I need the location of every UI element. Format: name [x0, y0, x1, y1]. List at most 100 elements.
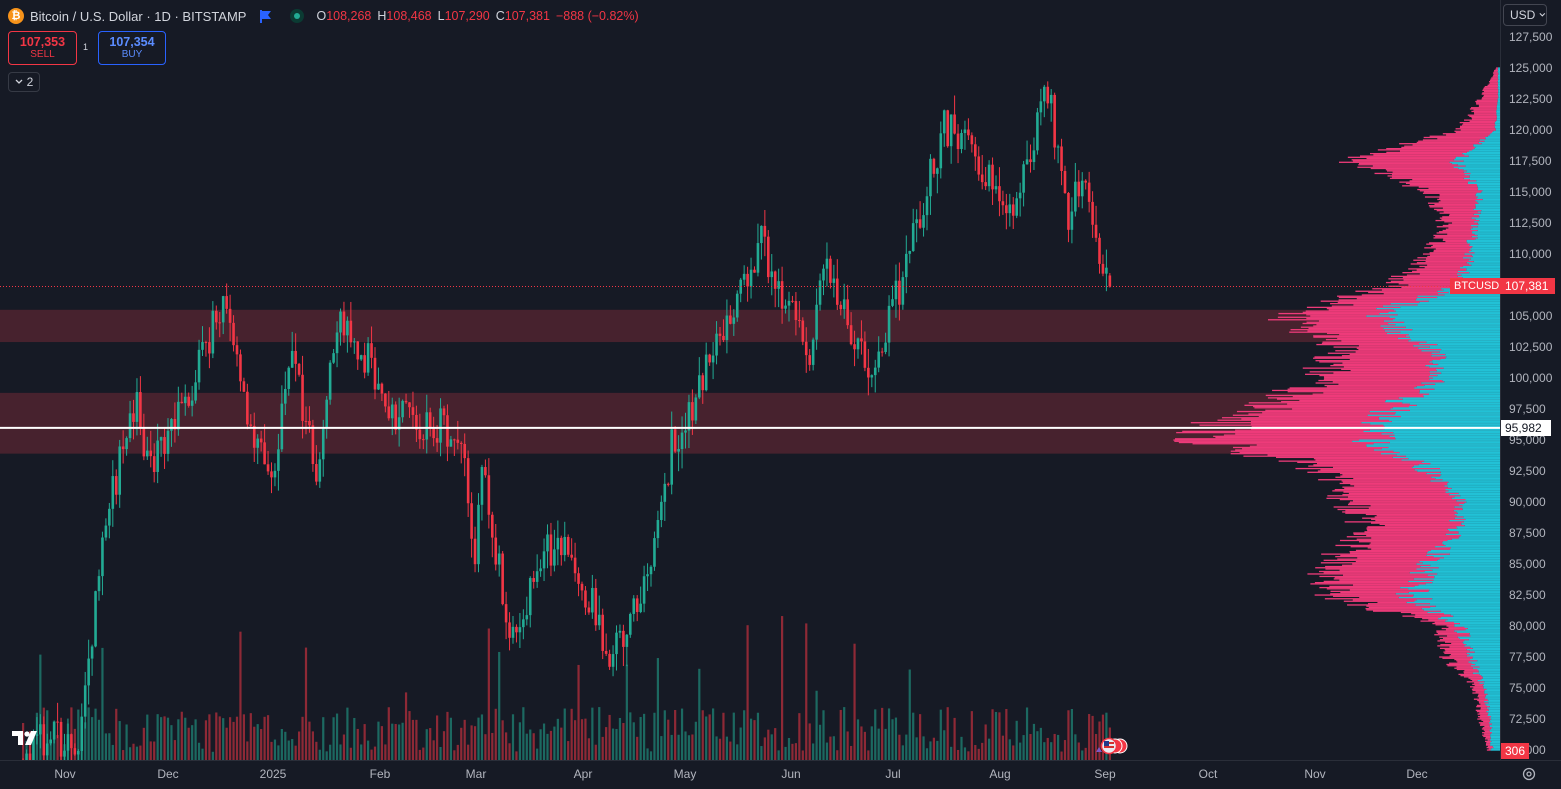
volume-bar [94, 708, 97, 760]
candle-body [1108, 275, 1112, 287]
volume-bar [763, 737, 766, 760]
profile-bar-up [1392, 456, 1500, 459]
profile-bar-up [1369, 429, 1500, 431]
profile-bar-down [1481, 719, 1490, 721]
profile-bar-down [1386, 148, 1475, 150]
volume-bar [701, 710, 704, 760]
profile-bar-down [1309, 371, 1430, 373]
profile-bar-up [1435, 368, 1500, 371]
volume-bar [422, 747, 425, 760]
profile-bar-down [1340, 475, 1441, 477]
candle-body [701, 375, 705, 391]
profile-bar-up [1395, 317, 1500, 320]
volume-bar [981, 742, 984, 760]
candle-body [618, 630, 622, 633]
profile-bar-down [1388, 278, 1466, 280]
volume-bar [881, 707, 884, 760]
candle-body [218, 322, 222, 324]
volume-bar [1060, 751, 1063, 760]
profile-bar-up [1456, 500, 1500, 502]
profile-bar-down [1355, 290, 1438, 292]
indicators-toggle-button[interactable]: 2 [8, 72, 40, 92]
candle-body [649, 566, 653, 575]
volume-bar [967, 751, 970, 760]
candle-body [877, 351, 880, 368]
profile-bar-up [1445, 620, 1500, 622]
profile-bar-down [1434, 203, 1476, 206]
profile-bar-down [1289, 387, 1415, 389]
volume-bar [1081, 750, 1084, 760]
candle-body [1046, 86, 1050, 104]
profile-bar-up [1487, 693, 1500, 695]
profile-bar-up [1383, 327, 1500, 330]
sell-button[interactable]: 107,353 SELL [8, 31, 77, 65]
market-open-icon[interactable] [290, 9, 305, 23]
profile-bar-down [1314, 582, 1433, 584]
profile-bar-down [1367, 603, 1430, 605]
volume-bar [887, 708, 891, 760]
profile-bar-down [1469, 120, 1496, 123]
profile-bar-down [1404, 145, 1474, 147]
profile-bar-down [1330, 365, 1426, 367]
candle-body [170, 419, 173, 431]
candle-body [183, 396, 187, 404]
profile-bar-down [1398, 283, 1462, 285]
profile-bar-down [1313, 325, 1381, 327]
profile-bar-down [1326, 588, 1409, 590]
profile-bar-down [1478, 693, 1488, 695]
profile-bar-up [1384, 330, 1500, 332]
profile-bar-up [1430, 462, 1500, 465]
profile-bar-down [1361, 294, 1445, 296]
volume-bar [643, 713, 646, 760]
profile-bar-up [1494, 125, 1500, 127]
volume-bar [801, 750, 804, 760]
profile-bar-down [1351, 159, 1454, 161]
candle-body [905, 253, 908, 278]
settings-gear-icon[interactable] [1521, 766, 1537, 782]
profile-bar-down [1439, 636, 1458, 638]
profile-bar-up [1489, 722, 1500, 724]
profile-bar-up [1466, 501, 1500, 503]
profile-bar-down [1275, 456, 1393, 459]
volume-bar [984, 724, 987, 760]
volume-bar [242, 714, 245, 760]
currency-selector[interactable]: USD [1503, 4, 1547, 26]
profile-bar-down [1385, 281, 1455, 284]
profile-bar-up [1392, 407, 1500, 409]
profile-bar-up [1432, 598, 1500, 600]
profile-bar-down [1253, 405, 1410, 408]
candle-body [197, 349, 201, 383]
buy-button[interactable]: 107,354 BUY [98, 31, 166, 65]
tradingview-logo-icon[interactable] [12, 729, 44, 747]
profile-bar-down [1463, 671, 1479, 673]
price-scale[interactable]: 127,500 125,000 122,500 120,000 117,500 115,0… [1500, 0, 1561, 760]
profile-bar-down [1342, 564, 1431, 566]
profile-bar-down [1360, 155, 1469, 157]
candle-body [211, 310, 215, 354]
candle-body [1015, 198, 1018, 216]
profile-bar-up [1486, 707, 1500, 709]
candle-body [949, 114, 953, 147]
profile-bar-down [1482, 734, 1491, 736]
profile-bar-down [1387, 170, 1467, 172]
volume-bar [856, 719, 860, 760]
profile-bar-down [1242, 448, 1382, 450]
profile-bar-down [1374, 516, 1464, 518]
profile-bar-down [1429, 252, 1475, 254]
profile-bar-down [1305, 373, 1430, 375]
price-tick: 75,000 [1509, 681, 1546, 695]
profile-bar-down [1445, 629, 1466, 631]
profile-bar-up [1445, 353, 1500, 356]
profile-bar-down [1442, 224, 1471, 227]
symbol-title[interactable]: Bitcoin / U.S. Dollar · 1D · BITSTAMP [30, 8, 247, 24]
candle-body [591, 587, 594, 613]
profile-bar-down [1355, 549, 1431, 552]
economic-events-icon[interactable] [1094, 736, 1128, 756]
time-scale[interactable]: Nov Dec 2025 Feb Mar Apr May Jun Jul Aug Sep Oct Nov… [0, 760, 1561, 789]
profile-bar-down [1370, 505, 1463, 507]
candle-body [90, 646, 94, 659]
profile-bar-up [1442, 479, 1500, 481]
flag-icon[interactable] [260, 9, 272, 23]
